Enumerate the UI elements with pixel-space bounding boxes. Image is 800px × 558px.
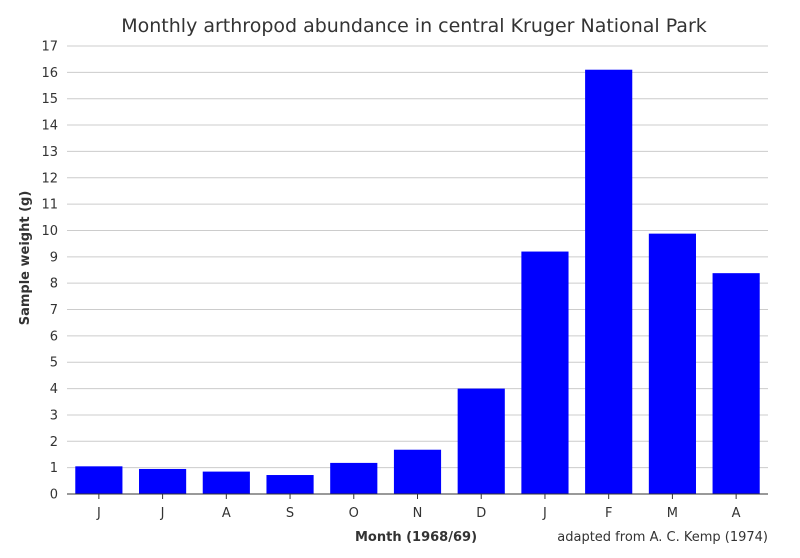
y-tick-label: 5 — [50, 356, 58, 371]
bar — [648, 233, 696, 494]
bar — [139, 468, 187, 494]
source-credit: adapted from A. C. Kemp (1974) — [557, 530, 768, 545]
y-tick-label: 15 — [41, 92, 58, 107]
bar — [521, 251, 569, 494]
x-tick-label: J — [160, 506, 165, 521]
bar — [585, 69, 633, 494]
y-tick-label: 8 — [50, 277, 58, 292]
x-tick-label: M — [667, 506, 678, 521]
bar — [712, 273, 760, 494]
x-tick-label: A — [222, 506, 231, 521]
x-tick-label: J — [542, 506, 547, 521]
y-tick-label: 4 — [50, 382, 58, 397]
chart-title: Monthly arthropod abundance in central K… — [121, 15, 707, 37]
x-tick-label: D — [476, 506, 486, 521]
bars — [75, 69, 760, 494]
y-axis-label: Sample weight (g) — [18, 191, 33, 326]
x-tick-label: A — [732, 506, 741, 521]
y-tick-label: 16 — [41, 66, 58, 81]
bar — [393, 449, 442, 494]
y-tick-label: 3 — [50, 408, 58, 423]
bar — [266, 475, 314, 494]
y-tick-label: 6 — [50, 329, 58, 344]
gridlines — [67, 45, 768, 469]
y-tick-label: 9 — [50, 250, 58, 265]
y-tick-label: 10 — [41, 224, 58, 239]
y-tick-label: 2 — [50, 435, 58, 450]
x-tick-label: J — [96, 506, 101, 521]
bar — [330, 462, 378, 494]
x-axis-label: Month (1968/69) — [355, 530, 477, 545]
y-tick-label: 17 — [41, 40, 58, 55]
y-tick-label: 1 — [50, 461, 58, 476]
x-tick-label: S — [286, 506, 294, 521]
y-tick-label: 7 — [50, 303, 58, 318]
bar — [457, 388, 505, 494]
x-tick-label: N — [413, 506, 423, 521]
y-tick-label: 14 — [41, 119, 58, 134]
x-tick-label: O — [349, 506, 359, 521]
y-tick-label: 11 — [41, 198, 58, 213]
bar — [75, 466, 123, 494]
x-tick-label: F — [605, 506, 612, 521]
bar — [202, 471, 250, 494]
y-tick-label: 0 — [50, 488, 58, 503]
y-tick-label: 13 — [41, 145, 58, 160]
y-tick-label: 12 — [41, 171, 58, 186]
